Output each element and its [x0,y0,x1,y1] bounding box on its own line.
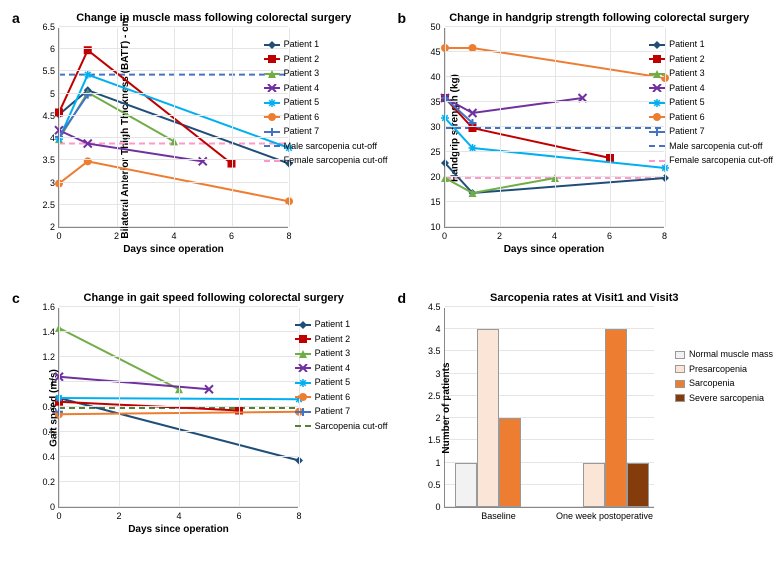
legend-label: Patient 5 [669,96,705,110]
legend-label: Patient 1 [284,38,320,52]
legend-item: Sarcopenia cut-off [295,420,388,434]
legend-label: Patient 2 [669,53,705,67]
legend-label: Patient 7 [315,405,351,419]
legend-label: Patient 3 [284,67,320,81]
legend-label: Male sarcopenia cut-off [669,140,762,154]
legend-label: Severe sarcopenia [689,392,764,406]
panel-b-label: b [398,10,407,26]
legend-label: Patient 6 [315,391,351,405]
legend-label: Patient 6 [669,111,705,125]
legend-item: Patient 3 [264,67,388,81]
legend-item: Patient 2 [264,53,388,67]
legend-item: Female sarcopenia cut-off [649,154,773,168]
legend-label: Patient 1 [669,38,705,52]
chart-b-legend: Patient 1 Patient 2 Patient 3 Patient 4 … [649,38,773,169]
legend-item: Patient 6 [264,111,388,125]
bar [477,329,499,507]
legend-item: Patient 3 [649,67,773,81]
chart-b-title: Change in handgrip strength following co… [394,8,776,24]
legend-label: Patient 7 [284,125,320,139]
chart-a-legend: Patient 1 Patient 2 Patient 3 Patient 4 … [264,38,388,169]
panel-a: a Change in muscle mass following colore… [8,8,390,284]
bar-category-label: Baseline [481,511,516,521]
panel-d-label: d [398,290,407,306]
legend-label: Patient 2 [315,333,351,347]
legend-item: Patient 5 [264,96,388,110]
legend-label: Patient 4 [669,82,705,96]
panel-a-label: a [12,10,20,26]
bar-category-label: One week postoperative [556,511,653,521]
chart-c-area: Gait speed (m/s) Days since operation 0 … [58,308,298,508]
legend-label: Patient 4 [315,362,351,376]
chart-a-title: Change in muscle mass following colorect… [8,8,390,24]
chart-c-legend: Patient 1 Patient 2 Patient 3 Patient 4 … [295,318,388,434]
chart-b-area: Handgrip strength (kg) Days since operat… [444,28,664,228]
bar [627,463,649,507]
legend-label: Male sarcopenia cut-off [284,140,377,154]
chart-d-area: Number of patients 0 0.5 1 1.5 2 2.5 3 3… [444,308,654,508]
chart-a-area: Bilateral Anterior Thigh Thickness (BATT… [58,28,288,228]
chart-d-title: Sarcopenia rates at Visit1 and Visit3 [394,288,776,304]
chart-c-title: Change in gait speed following colorecta… [8,288,390,304]
panel-c-label: c [12,290,20,306]
chart-c-xlabel: Days since operation [128,524,229,535]
legend-label: Female sarcopenia cut-off [284,154,388,168]
legend-item: Normal muscle mass [675,348,773,362]
legend-item: Patient 4 [295,362,388,376]
panel-d: d Sarcopenia rates at Visit1 and Visit3 … [394,288,776,564]
legend-item: Patient 7 [264,125,388,139]
legend-item: Patient 7 [295,405,388,419]
legend-item: Patient 3 [295,347,388,361]
legend-item: Patient 1 [264,38,388,52]
legend-item: Male sarcopenia cut-off [649,140,773,154]
bar [455,463,477,507]
legend-label: Patient 7 [669,125,705,139]
bar [605,329,627,507]
legend-label: Patient 4 [284,82,320,96]
legend-item: Patient 7 [649,125,773,139]
legend-item: Patient 5 [295,376,388,390]
legend-label: Patient 2 [284,53,320,67]
legend-item: Patient 4 [649,82,773,96]
legend-label: Sarcopenia cut-off [315,420,388,434]
legend-item: Sarcopenia [675,377,773,391]
legend-label: Patient 5 [315,376,351,390]
legend-item: Patient 2 [649,53,773,67]
bar [499,418,521,507]
chart-a-xlabel: Days since operation [123,244,224,255]
legend-item: Female sarcopenia cut-off [264,154,388,168]
chart-b-xlabel: Days since operation [504,244,605,255]
legend-label: Sarcopenia [689,377,735,391]
legend-item: Patient 4 [264,82,388,96]
legend-label: Patient 3 [669,67,705,81]
legend-item: Patient 5 [649,96,773,110]
legend-label: Patient 1 [315,318,351,332]
legend-item: Male sarcopenia cut-off [264,140,388,154]
legend-item: Severe sarcopenia [675,392,773,406]
panel-b: b Change in handgrip strength following … [394,8,776,284]
chart-grid: a Change in muscle mass following colore… [8,8,775,564]
panel-c: c Change in gait speed following colorec… [8,288,390,564]
legend-item: Patient 6 [295,391,388,405]
legend-item: Presarcopenia [675,363,773,377]
legend-label: Presarcopenia [689,363,747,377]
bar [583,463,605,507]
legend-item: Patient 1 [295,318,388,332]
legend-item: Patient 2 [295,333,388,347]
legend-label: Patient 3 [315,347,351,361]
legend-label: Normal muscle mass [689,348,773,362]
legend-item: Patient 1 [649,38,773,52]
chart-d-legend: Normal muscle mass Presarcopenia Sarcope… [675,348,773,406]
legend-label: Patient 5 [284,96,320,110]
legend-label: Patient 6 [284,111,320,125]
legend-item: Patient 6 [649,111,773,125]
legend-label: Female sarcopenia cut-off [669,154,773,168]
